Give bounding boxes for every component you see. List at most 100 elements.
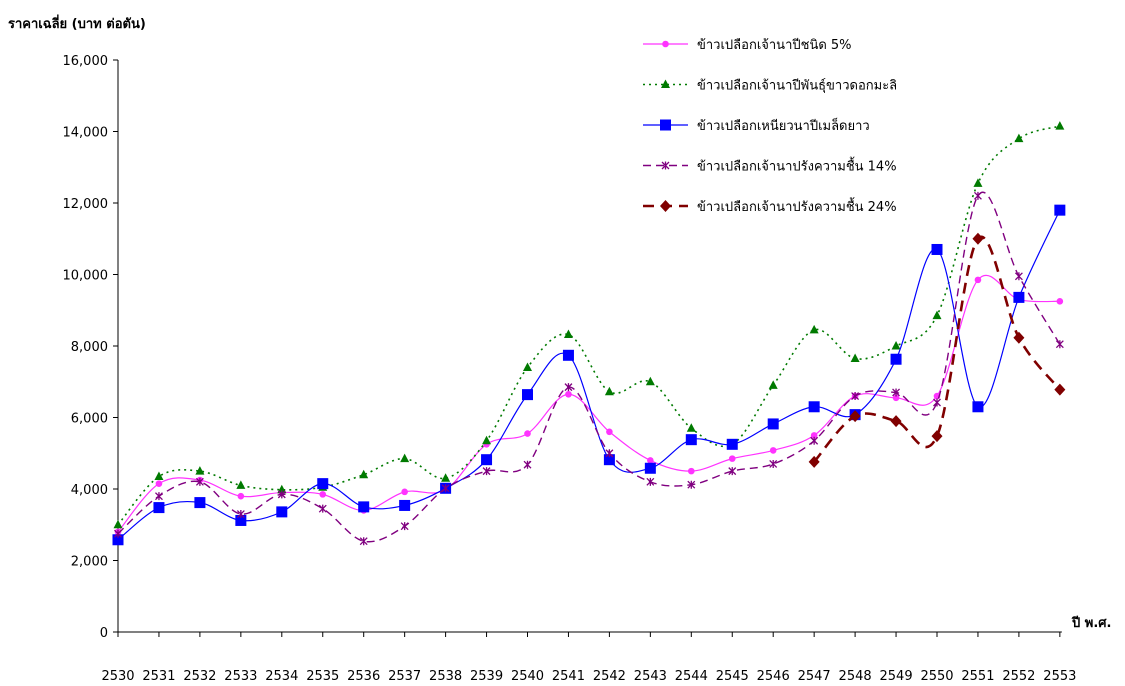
data-point: [1013, 331, 1025, 344]
legend-entry-1: ข้าวเปลือกเจ้านาปีชนิด 5%: [643, 37, 852, 53]
y-tick-label: 12,000: [63, 197, 109, 212]
data-point: [726, 438, 738, 450]
data-point: [974, 276, 982, 284]
data-point: [400, 453, 410, 463]
y-axis-title: ราคาเฉลี่ย (บาท ต่อตัน): [8, 14, 146, 32]
x-tick-label: 2541: [552, 669, 585, 684]
legend-entry-3: ข้าวเปลือกเหนียวนาปีเมล็ดยาว: [643, 116, 870, 134]
data-point: [155, 480, 163, 487]
data-point: [603, 454, 615, 466]
data-point: [686, 423, 696, 432]
data-point: [359, 469, 369, 479]
series-3: [112, 204, 1066, 546]
data-point: [606, 428, 613, 436]
x-tick-label: 2531: [142, 669, 175, 684]
data-point: [932, 310, 942, 320]
y-tick-label: 8,000: [71, 340, 108, 355]
y-tick-label: 4,000: [71, 483, 108, 498]
x-tick-label: 2540: [511, 669, 544, 684]
data-point: [808, 401, 820, 413]
data-point: [154, 471, 164, 480]
x-tick-label: 2552: [1002, 669, 1035, 684]
data-point: [319, 491, 327, 498]
legend-marker: [661, 79, 670, 88]
x-tick-label: 2530: [101, 669, 134, 684]
legend-marker: [660, 119, 671, 131]
data-point: [645, 376, 655, 386]
x-tick-label: 2537: [388, 669, 421, 684]
data-point: [685, 434, 697, 446]
legend-label: ข้าวเปลือกเจ้านาปรังความชื้น 14%: [697, 157, 897, 175]
data-point: [564, 383, 573, 392]
data-point: [851, 392, 860, 401]
x-tick-label: 2549: [880, 669, 913, 684]
data-point: [933, 398, 941, 407]
x-tick-label: 2534: [265, 669, 298, 684]
y-tick-label: 6,000: [71, 412, 108, 427]
data-point: [850, 353, 860, 363]
data-point: [153, 502, 165, 514]
x-tick-label: 2532: [183, 669, 216, 684]
data-point: [237, 492, 245, 500]
data-point: [810, 436, 819, 445]
series-layer: [112, 121, 1066, 546]
x-tick-label: 2553: [1043, 669, 1076, 684]
y-tick-label: 16,000: [63, 54, 109, 69]
x-tick-label: 2547: [798, 669, 831, 684]
data-point: [892, 388, 901, 397]
data-point: [1014, 133, 1024, 143]
data-point: [808, 455, 820, 468]
data-point: [604, 386, 614, 396]
data-point: [931, 430, 943, 443]
data-point: [931, 243, 943, 255]
data-point: [522, 389, 533, 401]
data-point: [1055, 340, 1064, 349]
data-point: [849, 410, 861, 423]
x-tick-label: 2546: [757, 669, 790, 684]
data-point: [809, 324, 819, 334]
data-point: [195, 466, 205, 475]
series-line: [813, 235, 1061, 463]
data-point: [890, 353, 902, 365]
x-tick-label: 2548: [839, 669, 872, 684]
data-point: [523, 460, 532, 469]
x-tick-label: 2544: [675, 669, 708, 684]
x-tick-label: 2542: [593, 669, 626, 684]
y-tick-label: 0: [100, 626, 108, 641]
data-point: [810, 432, 818, 439]
data-point: [1013, 291, 1025, 303]
series-5: [808, 232, 1066, 468]
legend-label: ข้าวเปลือกเหนียวนาปีเมล็ดยาว: [697, 116, 870, 134]
data-point: [890, 415, 902, 428]
data-point: [318, 504, 327, 513]
data-point: [114, 529, 122, 538]
x-axis-title: ปี พ.ศ.: [1071, 615, 1112, 631]
legend: ข้าวเปลือกเจ้านาปีชนิด 5% ข้าวเปลือกเจ้าน…: [643, 37, 897, 215]
x-tick-label: 2535: [306, 669, 339, 684]
axes: 0 2,000 4,000 6,000 8,000 10,000 12,000 14,000 1…: [63, 54, 1077, 684]
data-point: [644, 462, 656, 474]
data-point: [441, 484, 450, 493]
legend-marker: [661, 161, 670, 170]
data-point: [647, 457, 654, 464]
data-point: [892, 394, 900, 402]
data-point: [605, 449, 614, 458]
data-point: [524, 430, 531, 437]
data-point: [482, 467, 491, 476]
y-tick-label: 10,000: [63, 269, 109, 284]
data-point: [769, 447, 777, 454]
series-2: [113, 121, 1065, 529]
data-point: [277, 490, 286, 499]
x-tick-label: 2536: [347, 669, 380, 684]
legend-marker: [662, 40, 669, 48]
data-point: [236, 510, 245, 519]
series-4: [114, 191, 1064, 546]
legend-entry-5: ข้าวเปลือกเจ้านาปรังความชื้น 24%: [643, 197, 897, 215]
y-tick-label: 14,000: [63, 126, 109, 141]
legend-entry-4: ข้าวเปลือกเจ้านาปรังความชื้น 14%: [643, 157, 897, 175]
series-line: [117, 191, 1061, 543]
data-point: [195, 477, 204, 486]
data-point: [400, 522, 409, 531]
data-point: [236, 480, 246, 489]
data-point: [113, 519, 123, 529]
